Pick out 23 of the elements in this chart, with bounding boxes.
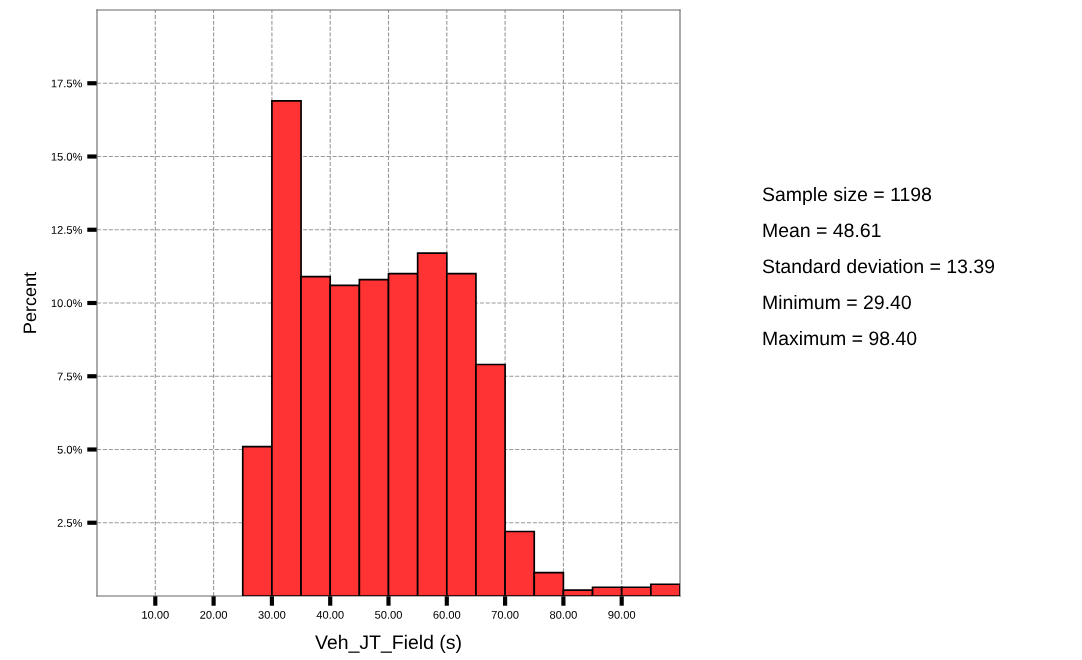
y-tick-label: 7.5% — [57, 372, 83, 381]
text: Mean = 48.61 — [763, 223, 881, 238]
text: Minimum = 29.40 — [763, 294, 911, 310]
text: Maximum = 98.40 — [763, 330, 917, 346]
y-tick-label: 12.5% — [51, 226, 83, 234]
x-tick-label: 30.00 — [258, 610, 286, 619]
x-tick-label: 20.00 — [200, 610, 228, 619]
y-tick-label: 10.0% — [51, 299, 83, 308]
y-tick-label: 17.5% — [51, 79, 83, 88]
text: Sample size = 1198 — [762, 186, 932, 206]
x-tick-label: 70.00 — [491, 610, 519, 619]
x-tick-label: 90.00 — [608, 610, 636, 619]
x-axis-title: Veh_JT_Field (s) — [315, 634, 461, 653]
y-axis-title: Percent — [23, 272, 37, 333]
y-tick-label: 15.0% — [51, 152, 83, 161]
text: Standard deviation = 13.39 — [762, 258, 995, 274]
x-tick-label: 60.00 — [433, 610, 461, 619]
y-tick-label: 2.5% — [57, 519, 83, 527]
x-tick-label: 50.00 — [375, 610, 402, 619]
x-tick-label: 10.00 — [142, 610, 169, 619]
x-tick-label: 40.00 — [316, 610, 344, 619]
x-tick-label: 80.00 — [549, 610, 577, 619]
y-tick-label: 5.0% — [57, 445, 83, 454]
